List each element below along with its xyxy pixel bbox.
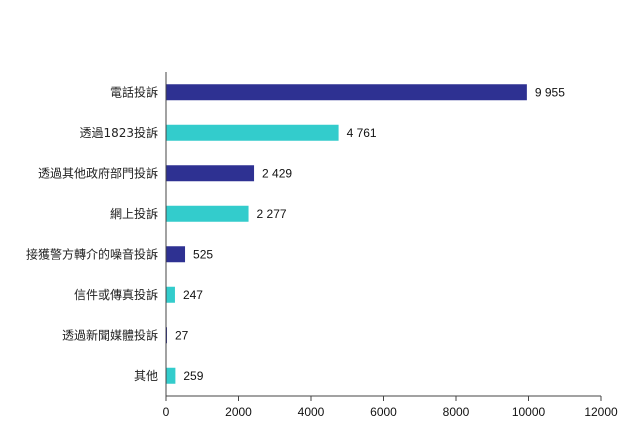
x-tick-label-1: 2000 xyxy=(225,405,252,419)
category-label-0: 電話投訴 xyxy=(110,84,158,99)
category-label-4: 接獲警方轉介的噪音投訴 xyxy=(26,246,158,261)
x-tick-label-3: 6000 xyxy=(370,405,397,419)
value-label-5: 247 xyxy=(183,288,203,302)
value-label-7: 259 xyxy=(183,369,203,383)
category-label-2: 透過其他政府部門投訴 xyxy=(38,165,158,180)
x-tick-label-4: 8000 xyxy=(443,405,470,419)
bar-0 xyxy=(166,84,527,101)
category-label-5: 信件或傳真投訴 xyxy=(74,287,158,302)
x-tick-label-6: 12000 xyxy=(584,405,618,419)
bars-group xyxy=(166,84,527,384)
value-label-3: 2 277 xyxy=(257,207,287,221)
x-tick-label-2: 4000 xyxy=(298,405,325,419)
value-label-4: 525 xyxy=(193,247,213,261)
x-axis-ticks: 0 2000 4000 6000 8000 10000 12000 xyxy=(163,396,618,419)
bar-5 xyxy=(166,286,175,303)
bar-4 xyxy=(166,246,186,263)
bar-1 xyxy=(166,124,339,141)
bar-7 xyxy=(166,367,176,384)
value-label-2: 2 429 xyxy=(262,166,292,180)
category-label-6: 透過新聞媒體投訴 xyxy=(62,327,158,342)
x-tick-label-5: 10000 xyxy=(512,405,546,419)
category-label-3: 網上投訴 xyxy=(110,206,158,221)
value-label-1: 4 761 xyxy=(347,126,377,140)
category-label-1: 透過1823投訴 xyxy=(79,125,158,140)
bar-3 xyxy=(166,205,249,222)
value-label-6: 27 xyxy=(175,328,189,342)
bar-2 xyxy=(166,165,255,182)
value-labels: 9 955 4 761 2 429 2 277 525 247 27 259 xyxy=(175,85,565,383)
value-label-0: 9 955 xyxy=(535,85,565,99)
category-labels: 電話投訴透過1823投訴透過其他政府部門投訴網上投訴接獲警方轉介的噪音投訴信件或… xyxy=(26,84,158,383)
x-tick-label-0: 0 xyxy=(163,405,170,419)
category-label-7: 其他 xyxy=(134,369,158,383)
